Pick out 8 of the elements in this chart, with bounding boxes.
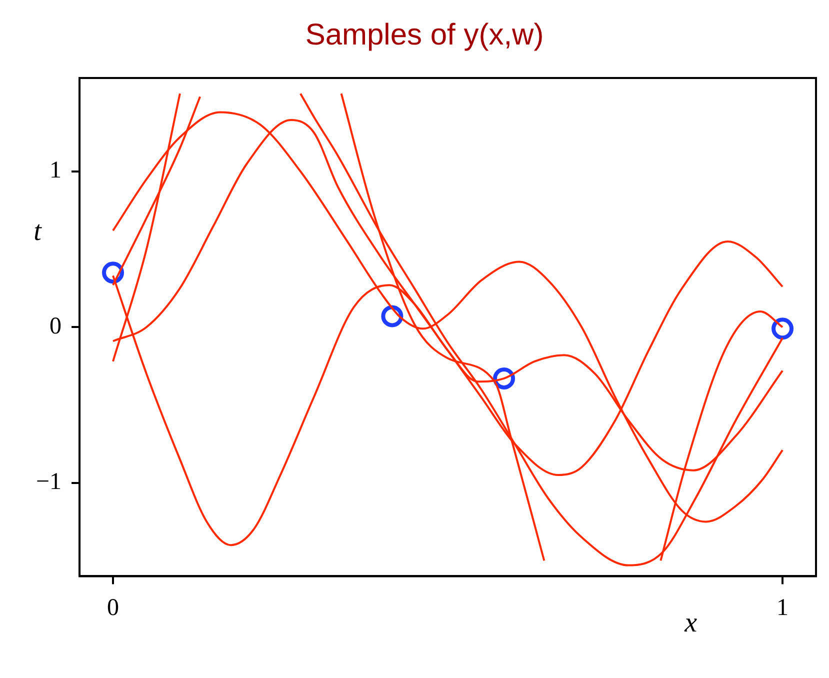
x-axis-title: x [684, 608, 698, 639]
y-tick-label: 0 [50, 313, 62, 340]
chart-title: Samples of y(x,w) [305, 18, 544, 52]
y-axis-title: t [34, 216, 43, 247]
y-tick-label: 1 [50, 158, 62, 184]
point [772, 318, 794, 340]
y-tick-label: −1 [36, 469, 62, 496]
point [381, 305, 404, 328]
